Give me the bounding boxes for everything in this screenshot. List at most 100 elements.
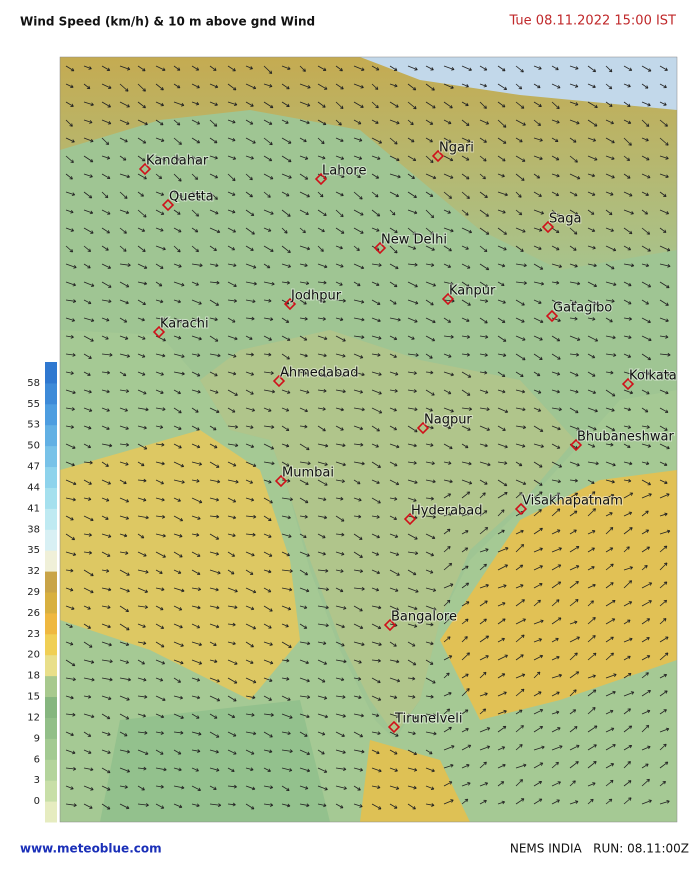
wind-arrow: [101, 299, 112, 304]
wind-arrow: [83, 299, 92, 305]
wind-arrow: [245, 749, 255, 755]
wind-arrow: [533, 317, 544, 324]
city-label: Mumbai: [282, 466, 334, 481]
wind-arrow: [515, 317, 525, 323]
wind-arrow: [227, 515, 237, 520]
wind-arrow: [533, 443, 544, 448]
wind-arrow: [659, 137, 669, 146]
wind-arrow: [479, 461, 491, 467]
wind-arrow: [335, 587, 344, 593]
wind-arrow: [317, 731, 326, 736]
wind-arrow: [245, 731, 257, 736]
wind-arrow: [83, 659, 95, 664]
wind-arrow: [479, 353, 488, 357]
wind-arrow: [533, 461, 543, 468]
wind-arrow: [479, 299, 489, 303]
wind-arrow: [335, 425, 344, 431]
wind-arrow: [173, 515, 184, 522]
wind-arrow: [83, 677, 95, 682]
wind-arrow: [173, 551, 183, 558]
wind-arrow: [137, 605, 149, 609]
wind-arrow: [335, 641, 345, 647]
wind-arrow: [263, 479, 272, 484]
wind-arrow: [119, 767, 131, 773]
wind-arrow: [101, 245, 109, 251]
wind-arrow: [461, 407, 473, 411]
wind-arrow: [659, 673, 668, 679]
map-date: Tue 08.11.2022 15:00 IST: [508, 14, 676, 29]
wind-arrow: [641, 443, 652, 448]
wind-arrow: [245, 514, 257, 519]
wind-arrow: [623, 137, 632, 146]
wind-arrow: [317, 65, 327, 71]
wind-arrow: [281, 587, 293, 592]
wind-arrow: [623, 601, 633, 607]
wind-arrow: [569, 620, 578, 625]
wind-arrow: [461, 425, 471, 431]
wind-arrow: [173, 209, 181, 215]
legend-tick-label: 20: [27, 650, 40, 661]
wind-arrow: [443, 616, 453, 625]
wind-arrow: [83, 425, 92, 430]
wind-arrow: [353, 533, 363, 540]
wind-arrow: [227, 281, 237, 288]
wind-arrow: [623, 65, 633, 71]
wind-arrow: [281, 695, 291, 701]
wind-arrow: [101, 335, 109, 340]
wind-arrow: [83, 641, 93, 648]
wind-arrow: [515, 65, 524, 73]
city-marker: [272, 374, 286, 388]
wind-arrow: [155, 317, 167, 322]
wind-arrow: [389, 731, 399, 737]
wind-arrow: [515, 798, 525, 805]
wind-arrow: [65, 425, 74, 429]
wind-arrow: [371, 173, 380, 179]
wind-arrow: [641, 637, 650, 643]
wind-arrow: [587, 335, 599, 342]
wind-arrow: [299, 659, 309, 665]
wind-arrow: [335, 389, 346, 394]
legend-swatch: [45, 780, 57, 802]
wind-arrow: [137, 803, 149, 807]
wind-arrow: [191, 65, 200, 71]
wind-arrow: [605, 690, 616, 697]
wind-arrow: [659, 761, 669, 769]
wind-arrow: [263, 659, 274, 665]
wind-arrow: [587, 617, 596, 625]
wind-arrow: [533, 509, 542, 517]
legend-swatch: [45, 717, 57, 739]
wind-arrow: [317, 641, 327, 645]
wind-arrow: [515, 191, 522, 198]
wind-arrow: [137, 749, 149, 755]
wind-arrow: [425, 83, 435, 91]
city-label: Karachi: [160, 317, 209, 332]
wind-arrow: [227, 209, 236, 214]
wind-arrow: [209, 317, 218, 322]
legend-tick-label: 6: [34, 754, 40, 765]
wind-arrow: [497, 191, 508, 197]
wind-arrow: [371, 803, 382, 810]
wind-arrow: [461, 173, 470, 180]
wind-arrow: [263, 677, 273, 682]
wind-arrow: [335, 767, 347, 771]
wind-arrow: [461, 101, 469, 107]
wind-arrow: [317, 677, 326, 683]
wind-arrow: [659, 618, 667, 625]
wind-arrow: [497, 584, 507, 589]
wind-arrow: [209, 65, 217, 71]
wind-arrow: [605, 779, 614, 787]
wind-arrow: [173, 425, 182, 430]
site-link[interactable]: www.meteoblue.com: [20, 842, 162, 856]
wind-arrow: [101, 425, 110, 431]
wind-arrow: [389, 155, 400, 162]
wind-arrow: [533, 638, 542, 643]
wind-arrow: [155, 623, 165, 629]
wind-arrow: [263, 425, 275, 429]
wind-arrow: [551, 191, 560, 197]
wind-arrow: [389, 173, 401, 179]
wind-arrow: [515, 725, 524, 733]
wind-arrow: [371, 155, 381, 160]
wind-arrow: [245, 641, 254, 648]
wind-arrow: [425, 785, 435, 790]
legend-swatch: [45, 529, 57, 551]
